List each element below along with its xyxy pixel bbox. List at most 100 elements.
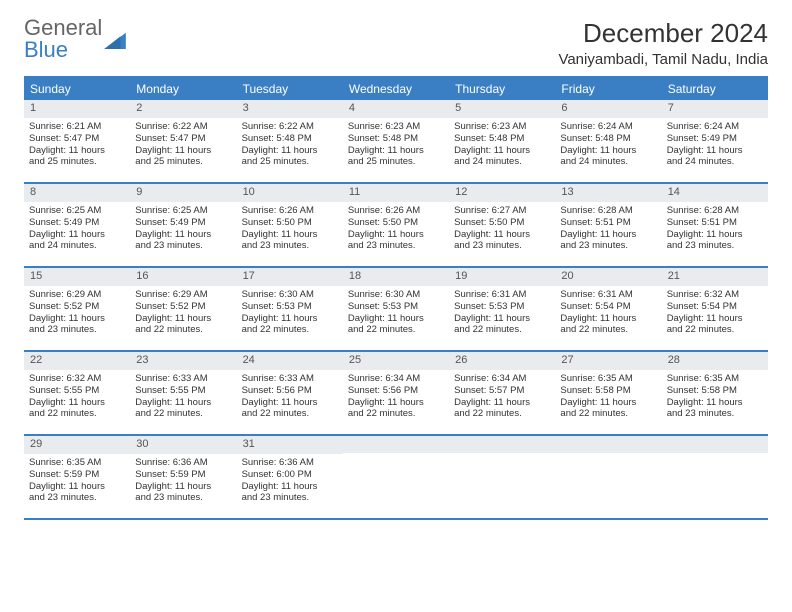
day-d1: Daylight: 11 hours [242, 313, 338, 325]
day-body: Sunrise: 6:23 AMSunset: 5:48 PMDaylight:… [343, 118, 449, 173]
day-ss: Sunset: 5:47 PM [135, 133, 231, 145]
day-d1: Daylight: 11 hours [242, 481, 338, 493]
day-sr: Sunrise: 6:33 AM [135, 373, 231, 385]
month-title: December 2024 [558, 18, 768, 49]
day-cell: 13Sunrise: 6:28 AMSunset: 5:51 PMDayligh… [555, 184, 661, 266]
day-cell: 31Sunrise: 6:36 AMSunset: 6:00 PMDayligh… [237, 436, 343, 518]
day-sr: Sunrise: 6:22 AM [135, 121, 231, 133]
day-ss: Sunset: 5:56 PM [242, 385, 338, 397]
day-cell: 1Sunrise: 6:21 AMSunset: 5:47 PMDaylight… [24, 100, 130, 182]
day-number: 17 [237, 268, 343, 286]
day-sr: Sunrise: 6:25 AM [29, 205, 125, 217]
day-number: 26 [449, 352, 555, 370]
day-number: 6 [555, 100, 661, 118]
day-d2: and 25 minutes. [348, 156, 444, 168]
day-ss: Sunset: 5:54 PM [667, 301, 763, 313]
dayhead-mon: Monday [130, 78, 236, 100]
week-row: 15Sunrise: 6:29 AMSunset: 5:52 PMDayligh… [24, 268, 768, 352]
day-d2: and 23 minutes. [29, 324, 125, 336]
day-body: Sunrise: 6:22 AMSunset: 5:47 PMDaylight:… [130, 118, 236, 173]
day-number: 25 [343, 352, 449, 370]
day-body: Sunrise: 6:30 AMSunset: 5:53 PMDaylight:… [237, 286, 343, 341]
dayhead-wed: Wednesday [343, 78, 449, 100]
day-d2: and 22 minutes. [667, 324, 763, 336]
day-number: 23 [130, 352, 236, 370]
day-d2: and 22 minutes. [29, 408, 125, 420]
day-number: 7 [662, 100, 768, 118]
day-sr: Sunrise: 6:34 AM [348, 373, 444, 385]
day-body: Sunrise: 6:32 AMSunset: 5:55 PMDaylight:… [24, 370, 130, 425]
day-d1: Daylight: 11 hours [667, 145, 763, 157]
day-number [449, 436, 555, 453]
day-cell: 12Sunrise: 6:27 AMSunset: 5:50 PMDayligh… [449, 184, 555, 266]
day-number: 13 [555, 184, 661, 202]
day-cell: 11Sunrise: 6:26 AMSunset: 5:50 PMDayligh… [343, 184, 449, 266]
day-cell: 16Sunrise: 6:29 AMSunset: 5:52 PMDayligh… [130, 268, 236, 350]
day-cell: 15Sunrise: 6:29 AMSunset: 5:52 PMDayligh… [24, 268, 130, 350]
day-sr: Sunrise: 6:34 AM [454, 373, 550, 385]
day-body: Sunrise: 6:24 AMSunset: 5:48 PMDaylight:… [555, 118, 661, 173]
dayhead-sat: Saturday [662, 78, 768, 100]
day-d2: and 23 minutes. [135, 492, 231, 504]
day-number: 15 [24, 268, 130, 286]
day-cell: 24Sunrise: 6:33 AMSunset: 5:56 PMDayligh… [237, 352, 343, 434]
day-ss: Sunset: 5:55 PM [29, 385, 125, 397]
day-sr: Sunrise: 6:32 AM [667, 289, 763, 301]
day-d2: and 23 minutes. [454, 240, 550, 252]
day-d1: Daylight: 11 hours [454, 229, 550, 241]
day-sr: Sunrise: 6:26 AM [348, 205, 444, 217]
day-cell: 22Sunrise: 6:32 AMSunset: 5:55 PMDayligh… [24, 352, 130, 434]
day-sr: Sunrise: 6:23 AM [454, 121, 550, 133]
day-ss: Sunset: 5:48 PM [454, 133, 550, 145]
day-d1: Daylight: 11 hours [29, 397, 125, 409]
day-ss: Sunset: 5:53 PM [242, 301, 338, 313]
day-d1: Daylight: 11 hours [560, 229, 656, 241]
day-cell [449, 436, 555, 518]
day-d1: Daylight: 11 hours [667, 313, 763, 325]
day-body: Sunrise: 6:36 AMSunset: 5:59 PMDaylight:… [130, 454, 236, 509]
dayhead-tue: Tuesday [237, 78, 343, 100]
day-d2: and 22 minutes. [348, 324, 444, 336]
day-header-row: Sunday Monday Tuesday Wednesday Thursday… [24, 78, 768, 100]
day-sr: Sunrise: 6:27 AM [454, 205, 550, 217]
day-ss: Sunset: 5:49 PM [667, 133, 763, 145]
day-number: 30 [130, 436, 236, 454]
day-body: Sunrise: 6:33 AMSunset: 5:56 PMDaylight:… [237, 370, 343, 425]
day-d2: and 24 minutes. [29, 240, 125, 252]
day-body: Sunrise: 6:35 AMSunset: 5:59 PMDaylight:… [24, 454, 130, 509]
day-cell: 17Sunrise: 6:30 AMSunset: 5:53 PMDayligh… [237, 268, 343, 350]
day-ss: Sunset: 5:48 PM [348, 133, 444, 145]
day-d1: Daylight: 11 hours [242, 397, 338, 409]
week-row: 22Sunrise: 6:32 AMSunset: 5:55 PMDayligh… [24, 352, 768, 436]
day-body: Sunrise: 6:34 AMSunset: 5:56 PMDaylight:… [343, 370, 449, 425]
day-number [343, 436, 449, 453]
day-sr: Sunrise: 6:36 AM [242, 457, 338, 469]
day-cell: 4Sunrise: 6:23 AMSunset: 5:48 PMDaylight… [343, 100, 449, 182]
dayhead-thu: Thursday [449, 78, 555, 100]
day-number: 2 [130, 100, 236, 118]
day-d2: and 22 minutes. [242, 408, 338, 420]
day-d1: Daylight: 11 hours [135, 481, 231, 493]
day-cell: 5Sunrise: 6:23 AMSunset: 5:48 PMDaylight… [449, 100, 555, 182]
day-number: 9 [130, 184, 236, 202]
day-sr: Sunrise: 6:29 AM [29, 289, 125, 301]
logo-word2: Blue [24, 37, 68, 62]
day-cell: 18Sunrise: 6:30 AMSunset: 5:53 PMDayligh… [343, 268, 449, 350]
day-d1: Daylight: 11 hours [348, 229, 444, 241]
day-cell: 6Sunrise: 6:24 AMSunset: 5:48 PMDaylight… [555, 100, 661, 182]
dayhead-fri: Friday [555, 78, 661, 100]
header: General Blue December 2024 Vaniyambadi, … [24, 18, 768, 68]
day-cell: 21Sunrise: 6:32 AMSunset: 5:54 PMDayligh… [662, 268, 768, 350]
day-number: 19 [449, 268, 555, 286]
day-sr: Sunrise: 6:23 AM [348, 121, 444, 133]
day-sr: Sunrise: 6:36 AM [135, 457, 231, 469]
day-d1: Daylight: 11 hours [135, 229, 231, 241]
day-d2: and 22 minutes. [454, 324, 550, 336]
day-sr: Sunrise: 6:32 AM [29, 373, 125, 385]
day-d2: and 22 minutes. [348, 408, 444, 420]
day-number: 8 [24, 184, 130, 202]
title-block: December 2024 Vaniyambadi, Tamil Nadu, I… [558, 18, 768, 68]
day-cell: 25Sunrise: 6:34 AMSunset: 5:56 PMDayligh… [343, 352, 449, 434]
day-body: Sunrise: 6:27 AMSunset: 5:50 PMDaylight:… [449, 202, 555, 257]
day-d2: and 24 minutes. [667, 156, 763, 168]
